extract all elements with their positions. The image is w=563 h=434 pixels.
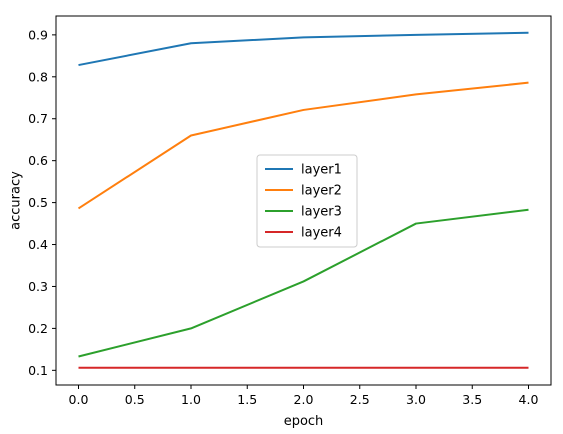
y-tick-label: 0.8: [28, 69, 48, 84]
x-tick-label: 0.5: [125, 392, 145, 407]
x-tick-label: 1.5: [237, 392, 257, 407]
x-tick-label: 3.0: [406, 392, 426, 407]
legend-box: [256, 154, 358, 248]
y-tick-label: 0.4: [28, 237, 48, 252]
x-tick-label: 2.5: [350, 392, 370, 407]
x-tick-label: 4.0: [519, 392, 539, 407]
series-layer: [77, 31, 529, 369]
x-axis: 0.0 0.5 1.0 1.5 2.0 2.5 3.0 3.5 4.0: [69, 385, 539, 407]
y-axis-label: accuracy: [9, 171, 24, 230]
legend-label-layer2: layer2: [301, 184, 342, 199]
x-tick-label: 1.0: [181, 392, 201, 407]
x-tick-label: 2.0: [294, 392, 314, 407]
series-line-layer1: [78, 31, 529, 67]
x-axis-label: epoch: [284, 414, 324, 429]
series-line-layer3: [78, 208, 529, 358]
legend: layer1 layer2 layer3 layer4: [256, 154, 358, 248]
legend-label-layer1: layer1: [301, 163, 342, 178]
y-tick-label: 0.3: [28, 279, 48, 294]
y-tick-label: 0.9: [28, 27, 48, 42]
y-tick-label: 0.2: [28, 321, 48, 336]
series-line-layer2: [77, 81, 529, 210]
legend-label-layer3: layer3: [301, 205, 342, 220]
x-tick-label: 0.0: [69, 392, 89, 407]
y-tick-label: 0.7: [28, 111, 48, 126]
legend-label-layer4: layer4: [301, 226, 342, 241]
y-axis: 0.1 0.2 0.3 0.4 0.5 0.6 0.7 0.8 0.9: [28, 27, 56, 378]
y-tick-label: 0.6: [28, 153, 48, 168]
y-tick-label: 0.5: [28, 195, 48, 210]
y-tick-label: 0.1: [28, 363, 48, 378]
x-tick-label: 3.5: [462, 392, 482, 407]
